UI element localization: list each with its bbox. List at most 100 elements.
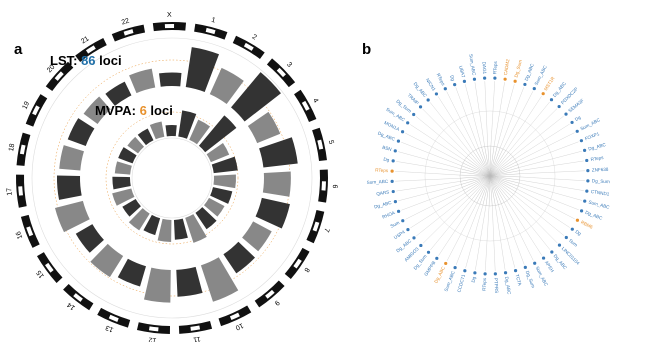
lst-bar bbox=[231, 72, 281, 122]
chromosome-notch bbox=[85, 45, 96, 54]
mvpa-bar bbox=[189, 119, 211, 145]
leaf-label: CADM2 bbox=[503, 58, 510, 75]
leaf-label: Dg_Sum bbox=[395, 99, 412, 114]
branch bbox=[488, 175, 491, 206]
branch bbox=[460, 175, 491, 179]
leaf-node bbox=[585, 189, 589, 193]
leaf-label: GMPPB bbox=[423, 260, 436, 277]
branch bbox=[416, 195, 468, 237]
branch bbox=[504, 202, 534, 261]
leaf-label: TRAIP bbox=[407, 93, 420, 106]
lst-bar bbox=[83, 96, 111, 124]
branch bbox=[471, 175, 491, 200]
branch bbox=[475, 149, 491, 177]
branch bbox=[466, 157, 491, 177]
chromosome-notch bbox=[301, 100, 310, 111]
leaf-node bbox=[412, 236, 416, 240]
branch bbox=[462, 175, 491, 188]
branch bbox=[489, 175, 518, 190]
tree-ring bbox=[459, 145, 521, 207]
threshold bbox=[105, 111, 239, 245]
branch bbox=[489, 148, 504, 177]
branch bbox=[518, 185, 579, 211]
chromosome-label: X bbox=[167, 12, 172, 19]
leaf-label: Dg_ABC bbox=[588, 142, 607, 152]
leaf-node bbox=[579, 139, 584, 143]
branch bbox=[490, 81, 495, 147]
mvpa-bar bbox=[185, 214, 207, 243]
leaf-label: Dg_Sum bbox=[592, 178, 610, 184]
chromosome-label: 2 bbox=[251, 34, 258, 42]
chromosome-label: 19 bbox=[21, 100, 31, 110]
branch bbox=[481, 147, 491, 177]
branch bbox=[410, 124, 465, 161]
lst-title: LST: 86 loci bbox=[50, 53, 122, 68]
chromosome-notch bbox=[293, 258, 302, 269]
leaf-node bbox=[391, 189, 395, 194]
branch bbox=[519, 182, 582, 201]
lst-bar bbox=[223, 241, 256, 274]
branch bbox=[517, 141, 579, 165]
leaf-label: Dg_Sum bbox=[525, 270, 536, 289]
leaf-node bbox=[406, 121, 410, 125]
branch bbox=[506, 200, 543, 256]
branch bbox=[516, 188, 575, 220]
lst-bar bbox=[262, 171, 291, 197]
chromosome-label: 9 bbox=[273, 299, 281, 307]
branch bbox=[437, 96, 474, 152]
branch bbox=[489, 152, 509, 177]
branch bbox=[505, 96, 542, 151]
leaf-node bbox=[418, 105, 423, 109]
leaf-node bbox=[435, 256, 439, 260]
branch bbox=[460, 175, 491, 182]
branch bbox=[401, 187, 463, 211]
chromosome-notch bbox=[148, 326, 159, 332]
lst-label: LST: bbox=[50, 53, 77, 68]
leaf-node bbox=[396, 139, 401, 143]
lst-unit: loci bbox=[99, 53, 121, 68]
chromosome-notch bbox=[18, 186, 23, 196]
mvpa-bar bbox=[173, 218, 188, 240]
leaf-label: Sum_ABC bbox=[535, 266, 550, 288]
leaf-node bbox=[541, 256, 546, 260]
chromosome-label: 20 bbox=[46, 64, 56, 75]
leaf-node bbox=[549, 98, 554, 102]
branch bbox=[438, 201, 475, 256]
leaf-node bbox=[557, 104, 561, 109]
mvpa-bar bbox=[213, 174, 236, 189]
branch bbox=[489, 156, 514, 177]
leaf-node bbox=[523, 265, 527, 270]
leaf-node bbox=[426, 98, 430, 102]
leaf-label: Sum bbox=[568, 238, 579, 248]
leaf-node bbox=[513, 269, 518, 273]
mvpa-bar bbox=[149, 121, 165, 140]
branch bbox=[455, 204, 481, 265]
chromosome-notch bbox=[73, 293, 83, 302]
leaf-node bbox=[463, 269, 467, 273]
lst-bar bbox=[67, 118, 95, 147]
leaf-label: Dg bbox=[574, 114, 582, 122]
leaf-label: FOXP1 bbox=[584, 131, 600, 141]
leaf-node bbox=[532, 86, 536, 91]
mvpa-bar bbox=[112, 176, 131, 190]
chromosome-notch bbox=[276, 67, 286, 78]
mvpa-unit: loci bbox=[150, 103, 172, 118]
leaf-node bbox=[550, 250, 554, 254]
branch bbox=[446, 91, 476, 150]
branch bbox=[398, 151, 461, 170]
leaf-node bbox=[390, 179, 394, 183]
branch bbox=[415, 116, 467, 158]
leaf-node bbox=[391, 159, 395, 163]
leaf-node bbox=[564, 235, 568, 240]
mvpa-label: MVPA: bbox=[95, 103, 136, 118]
lst-bar bbox=[143, 267, 171, 303]
mvpa-title: MVPA: 6 loci bbox=[95, 103, 173, 118]
panel-label: b bbox=[362, 41, 371, 58]
leaf-node bbox=[393, 149, 397, 153]
lst-bar bbox=[129, 68, 156, 94]
chromosome-notch bbox=[19, 144, 26, 155]
leaf-node bbox=[564, 112, 568, 116]
branch bbox=[460, 174, 491, 177]
chromosome-label: 22 bbox=[121, 18, 131, 27]
